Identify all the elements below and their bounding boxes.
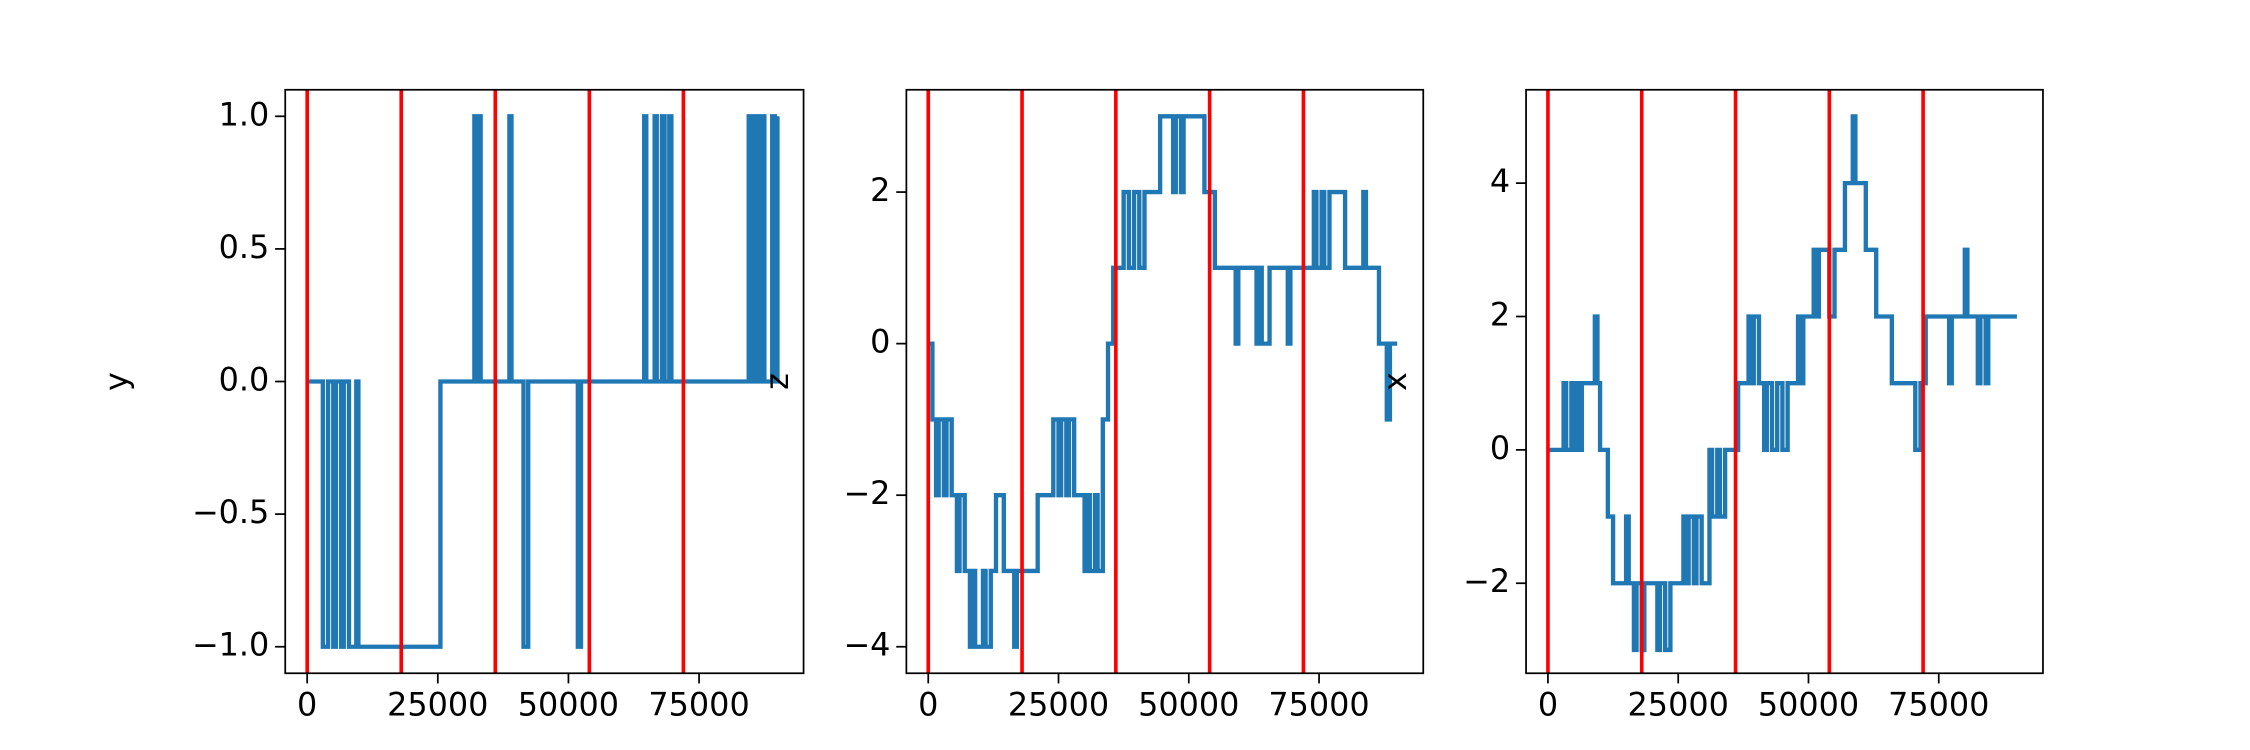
y-tick-label: 0	[1490, 429, 1510, 467]
x-tick-label: 75000	[648, 686, 749, 724]
y-tick-label: 0.0	[219, 361, 270, 399]
step-line	[307, 114, 780, 649]
x-tick-label: 0	[1538, 686, 1558, 724]
step-line	[1547, 114, 2017, 653]
x-tick-label: 50000	[518, 686, 619, 724]
axes-frame	[905, 88, 1425, 675]
y-tick-label: 2	[870, 171, 890, 209]
y-tick-label: −1.0	[192, 626, 269, 664]
x-tick-label: 0	[297, 686, 317, 724]
y-tick-label: −2	[1463, 562, 1510, 600]
x-tick-label: 50000	[1758, 686, 1859, 724]
y-tick-label: 2	[1490, 295, 1510, 333]
x-tick-label: 0	[918, 686, 938, 724]
y-tick-label: −0.5	[192, 493, 269, 531]
y-tick-label: 4	[1490, 162, 1510, 200]
step-line	[928, 114, 1398, 649]
axes-frame	[284, 88, 805, 675]
y-tick-label: 0.5	[219, 228, 270, 266]
x-tick-label: 25000	[1008, 686, 1109, 724]
x-tick-label: 25000	[387, 686, 488, 724]
axes-frame	[1525, 88, 2044, 675]
y-axis-label: x	[1376, 372, 1414, 391]
y-axis-label: y	[98, 372, 136, 391]
x-tick-label: 75000	[1888, 686, 1989, 724]
x-tick-label: 25000	[1628, 686, 1729, 724]
x-tick-label: 50000	[1138, 686, 1239, 724]
y-tick-label: −4	[843, 626, 890, 664]
y-tick-label: 1.0	[219, 95, 270, 133]
y-tick-label: −2	[843, 474, 890, 512]
x-tick-label: 75000	[1268, 686, 1369, 724]
y-tick-label: 0	[870, 323, 890, 361]
y-axis-label: z	[758, 373, 796, 390]
